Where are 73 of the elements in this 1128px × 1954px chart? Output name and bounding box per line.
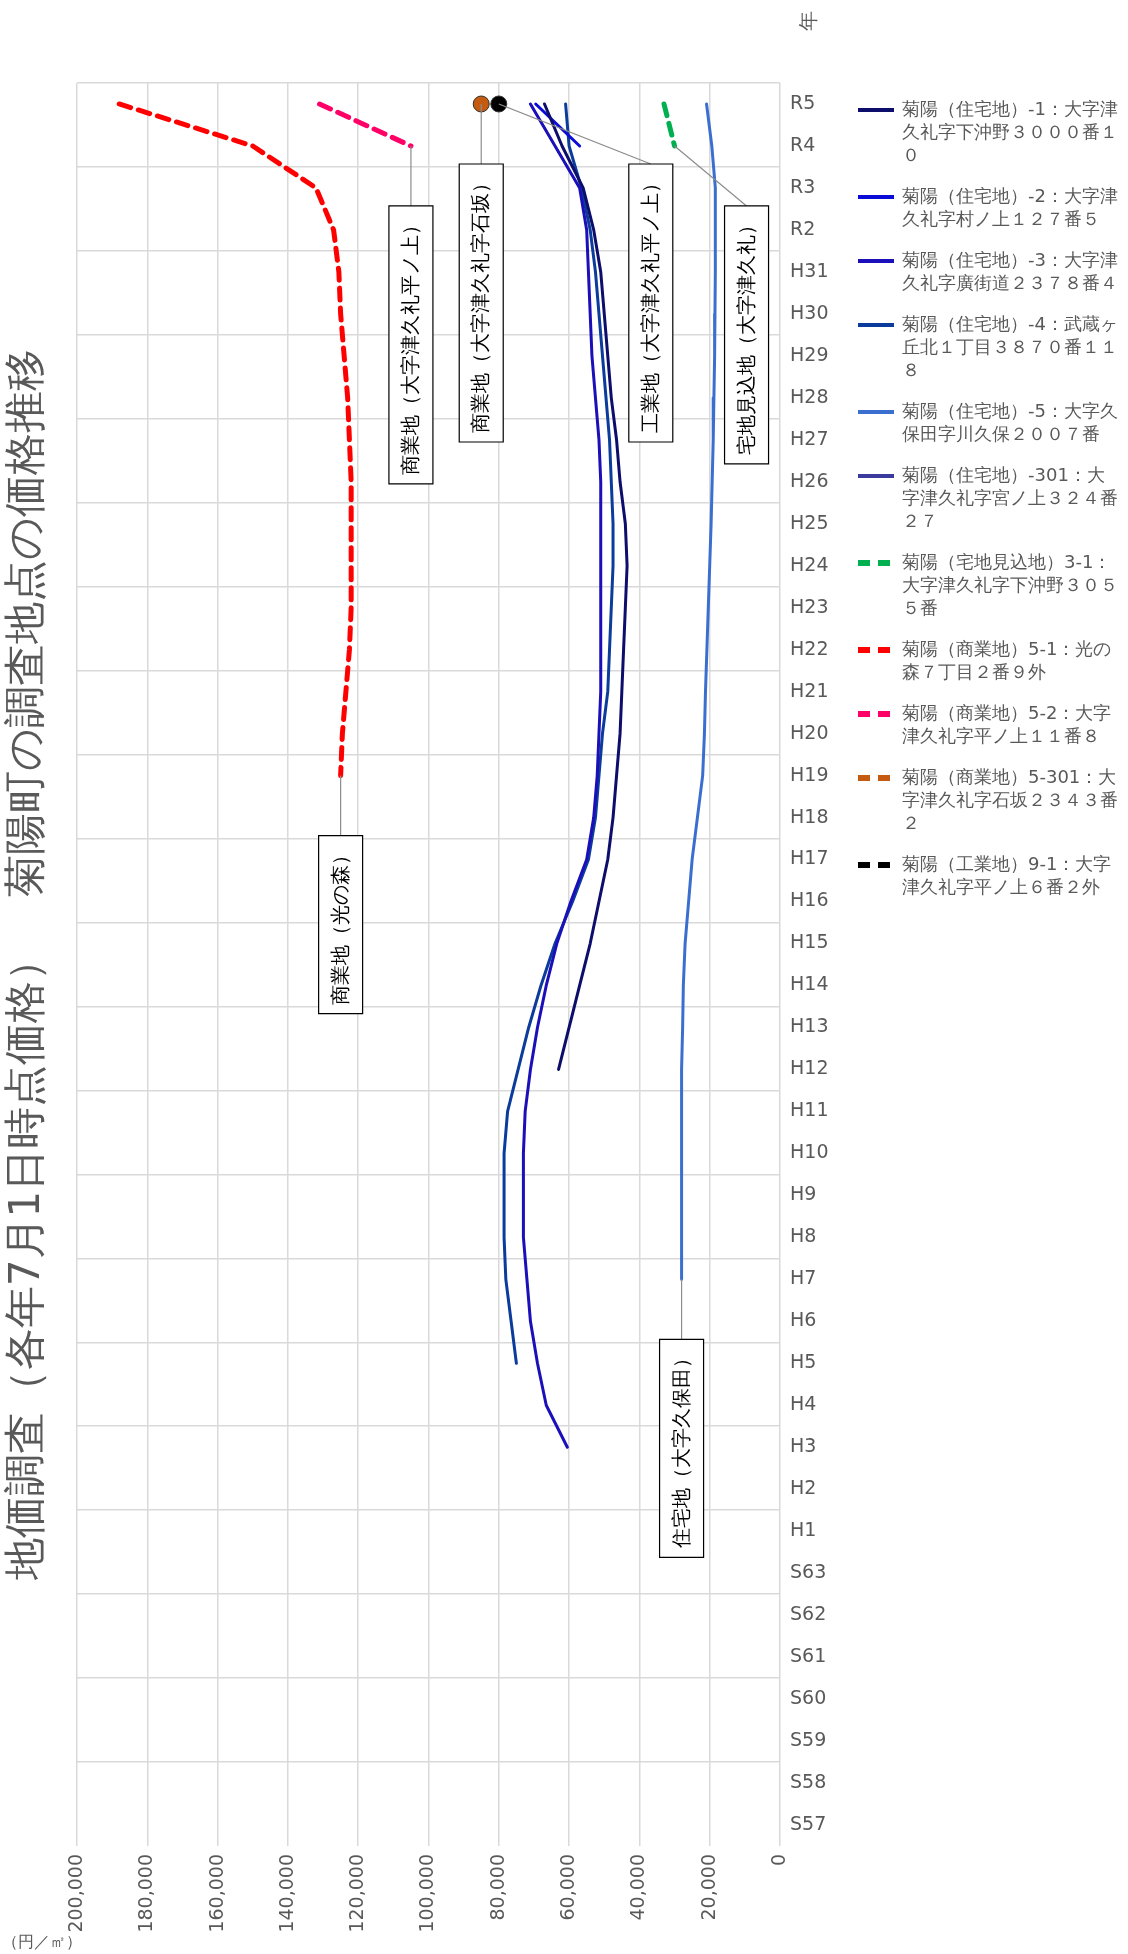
y-tick-label: S57 <box>790 1811 827 1834</box>
y-tick-label: H8 <box>790 1224 817 1247</box>
annotation: 宅地見込地（大字津久礼） <box>733 214 758 455</box>
y-tick-label: H24 <box>790 552 829 575</box>
y-tick-label: H7 <box>790 1266 817 1289</box>
legend-label: 菊陽（商業地）5-301：大字津久礼字石坂２３４３番２ <box>902 765 1118 833</box>
x-tick-label: 60,000 <box>556 1854 579 1921</box>
legend-label: 菊陽（住宅地）-3：大字津久礼字廣街道２３７８番４ <box>902 248 1118 293</box>
y-tick-label: H11 <box>790 1098 829 1121</box>
x-tick-label: 100,000 <box>415 1854 438 1933</box>
y-tick-label: S61 <box>790 1644 827 1667</box>
y-tick-label: H5 <box>790 1350 817 1373</box>
x-tick-label: 40,000 <box>626 1854 649 1921</box>
annotation: 商業地（光の森） <box>327 844 352 1005</box>
y-tick-label: H22 <box>790 636 829 659</box>
x-tick-label: 120,000 <box>345 1854 368 1933</box>
y-tick-label: H6 <box>790 1308 817 1331</box>
legend-label: 菊陽（住宅地）-301：大字津久礼字宮ノ上３２４番２７ <box>902 463 1118 531</box>
annotation: 商業地（大字津久礼平ノ上） <box>398 214 423 475</box>
legend-label: 菊陽（商業地）5-2：大字津久礼字平ノ上１１番８ <box>902 701 1112 746</box>
y-tick-label: R2 <box>790 216 816 239</box>
y-tick-label: R4 <box>790 132 816 155</box>
y-tick-label: S63 <box>790 1560 827 1583</box>
y-tick-label: S58 <box>790 1769 827 1792</box>
y-tick-label: R3 <box>790 174 816 197</box>
annotation: 工業地（大字津久礼平ノ上） <box>638 172 662 433</box>
y-tick-label: H19 <box>790 762 829 785</box>
y-tick-label: H9 <box>790 1182 817 1205</box>
x-tick-label: 20,000 <box>696 1854 719 1921</box>
text: 地価調査（各年7月1日時点価格） 菊陽町の調査地点の価格推移 <box>0 348 49 1582</box>
x-axis-title: （円／㎡） <box>2 1932 82 1952</box>
y-tick-label: H28 <box>790 384 829 407</box>
y-tick-label: H13 <box>790 1014 829 1037</box>
y-tick-label: H14 <box>790 972 829 995</box>
legend-label: 菊陽（住宅地）-2：大字津久礼字村ノ上１２７番５ <box>902 184 1118 229</box>
y-tick-label: S62 <box>790 1602 827 1625</box>
y-tick-label: H2 <box>790 1476 817 1499</box>
y-tick-label: H16 <box>790 888 829 911</box>
legend-label: 菊陽（商業地）5-1：光の森７丁目２番９外 <box>902 637 1112 682</box>
y-tick-label: H10 <box>790 1140 829 1163</box>
legend-label: 菊陽（宅地見込地）3-1：大字津久礼字下沖野３０５５番 <box>902 550 1118 618</box>
y-tick-label: H4 <box>790 1392 817 1415</box>
y-tick-label: H25 <box>790 510 829 533</box>
legend-label: 菊陽（住宅地）-4：武蔵ヶ丘北１丁目３８７０番１１８ <box>902 312 1118 380</box>
y-tick-label: H12 <box>790 1056 829 1079</box>
x-tick-label: 0 <box>766 1854 789 1867</box>
x-tick-label: 140,000 <box>274 1854 297 1933</box>
y-tick-label: R5 <box>790 90 816 113</box>
annotation: 住宅地（大字久保田） <box>668 1348 693 1550</box>
x-tick-label: 200,000 <box>63 1854 86 1933</box>
y-tick-label: H26 <box>790 468 829 491</box>
legend-label: 菊陽（住宅地）-5：大字久保田字川久保２００７番 <box>902 399 1118 444</box>
annotation: 商業地（大字津久礼字石坂） <box>468 172 493 433</box>
y-tick-label: H3 <box>790 1434 817 1457</box>
y-tick-label: H17 <box>790 846 829 869</box>
y-tick-label: H21 <box>790 678 829 701</box>
y-tick-label: H18 <box>790 804 829 827</box>
y-tick-label: H23 <box>790 594 829 617</box>
legend-label: 菊陽（工業地）9-1：大字津久礼字平ノ上６番２外 <box>902 852 1112 897</box>
y-tick-label: H29 <box>790 342 829 365</box>
y-tick-label: H1 <box>790 1518 817 1541</box>
x-tick-label: 80,000 <box>485 1854 508 1921</box>
y-tick-label: H27 <box>790 426 829 449</box>
y-tick-label: H20 <box>790 720 829 743</box>
y-axis-title: 年 <box>796 11 821 31</box>
legend-label: 菊陽（住宅地）-1：大字津久礼字下沖野３０００番１０ <box>902 97 1118 165</box>
x-tick-label: 160,000 <box>204 1854 227 1933</box>
x-tick-label: 180,000 <box>134 1854 157 1933</box>
y-tick-label: H30 <box>790 300 829 323</box>
y-tick-label: H15 <box>790 930 829 953</box>
y-tick-label: S60 <box>790 1686 827 1709</box>
y-tick-label: S59 <box>790 1728 827 1750</box>
y-tick-label: H31 <box>790 258 829 281</box>
